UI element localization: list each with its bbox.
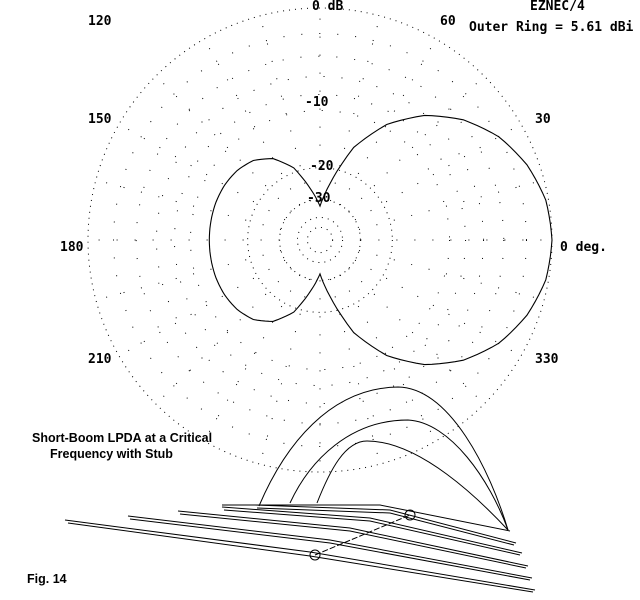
grid-ring xyxy=(113,33,527,447)
angle-label-210: 210 xyxy=(88,352,112,367)
boom xyxy=(314,514,411,556)
grid-ring xyxy=(173,93,467,387)
angle-label-180: 180 xyxy=(60,240,84,255)
elevation-lobe-3 xyxy=(316,440,509,531)
outer-ring-value: Outer Ring = 5.61 dBi xyxy=(469,20,634,35)
angle-label-120: 120 xyxy=(88,14,112,29)
angle-label-0: 0 deg. xyxy=(560,240,607,255)
ring-label-minus10: -10 xyxy=(305,95,329,110)
caption-line-1: Short-Boom LPDA at a Critical xyxy=(32,431,213,445)
lpda-elements xyxy=(64,504,536,593)
outer-ring-db-label: 0 dB xyxy=(312,0,344,14)
angle-label-330: 330 xyxy=(535,352,559,367)
feedpoint-marker xyxy=(309,549,321,561)
elevation-lobe-2 xyxy=(289,419,509,531)
grid-ring xyxy=(306,226,334,254)
program-name: EZNEC/4 xyxy=(530,0,585,14)
stub-marker xyxy=(404,509,416,521)
angle-label-30: 30 xyxy=(535,112,551,127)
angle-label-150: 150 xyxy=(88,112,112,127)
azimuth-pattern-trace xyxy=(208,114,553,366)
grid-ring xyxy=(135,55,505,425)
elevation-lobe-1 xyxy=(258,386,509,531)
ring-label-minus20: -20 xyxy=(310,159,334,174)
angle-label-60: 60 xyxy=(440,14,456,29)
caption-line-2: Frequency with Stub xyxy=(50,447,173,461)
grid-ring xyxy=(189,109,451,371)
figure-label: Fig. 14 xyxy=(27,572,67,586)
grid-ring xyxy=(296,216,344,264)
ring-label-minus30: -30 xyxy=(307,191,331,206)
grid-ring xyxy=(155,75,485,405)
